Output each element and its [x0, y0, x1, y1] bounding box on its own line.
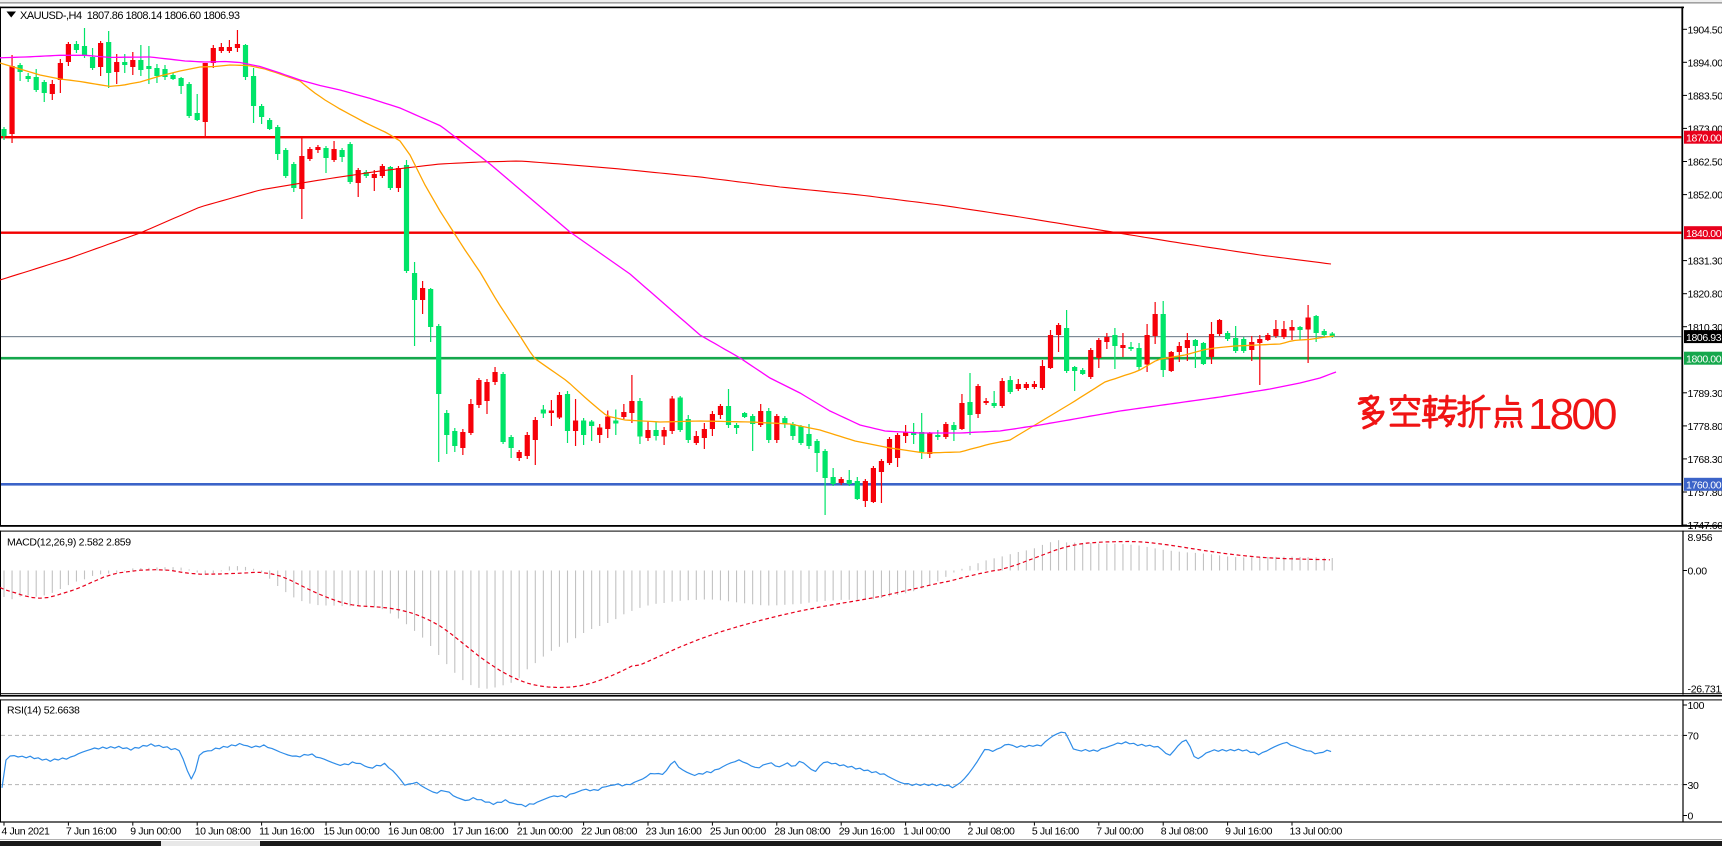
svg-text:1800.00: 1800.00: [1686, 353, 1722, 365]
svg-text:23 Jun 16:00: 23 Jun 16:00: [646, 826, 702, 838]
svg-text:22 Jun 08:00: 22 Jun 08:00: [581, 826, 637, 838]
svg-text:1747.60: 1747.60: [1688, 520, 1722, 532]
svg-text:30: 30: [1688, 780, 1700, 792]
svg-text:1840.00: 1840.00: [1686, 228, 1722, 240]
svg-text:28 Jun 08:00: 28 Jun 08:00: [774, 826, 830, 838]
svg-text:17 Jun 16:00: 17 Jun 16:00: [452, 826, 508, 838]
svg-text:1862.50: 1862.50: [1688, 157, 1722, 169]
svg-text:1760.00: 1760.00: [1686, 480, 1722, 492]
svg-text:1789.30: 1789.30: [1688, 388, 1722, 400]
svg-text:21 Jun 00:00: 21 Jun 00:00: [517, 826, 573, 838]
svg-text:9 Jun 00:00: 9 Jun 00:00: [130, 826, 181, 838]
svg-text:1778.80: 1778.80: [1688, 421, 1722, 433]
svg-text:2 Jul 08:00: 2 Jul 08:00: [968, 826, 1016, 838]
svg-text:0.00: 0.00: [1688, 566, 1708, 578]
svg-text:1768.30: 1768.30: [1688, 454, 1722, 466]
svg-text:4 Jun 2021: 4 Jun 2021: [2, 826, 51, 838]
svg-text:10 Jun 08:00: 10 Jun 08:00: [195, 826, 251, 838]
svg-text:MACD(12,26,9) 2.582 2.859: MACD(12,26,9) 2.582 2.859: [7, 537, 131, 549]
svg-text:16 Jun 08:00: 16 Jun 08:00: [388, 826, 444, 838]
svg-text:8 Jul 08:00: 8 Jul 08:00: [1161, 826, 1209, 838]
svg-text:7 Jul 00:00: 7 Jul 00:00: [1096, 826, 1144, 838]
svg-text:5 Jul 16:00: 5 Jul 16:00: [1032, 826, 1080, 838]
svg-text:1820.80: 1820.80: [1688, 289, 1722, 301]
svg-text:1852.00: 1852.00: [1688, 190, 1722, 202]
svg-text:1904.50: 1904.50: [1688, 24, 1722, 36]
svg-text:13 Jul 00:00: 13 Jul 00:00: [1290, 826, 1343, 838]
svg-text:29 Jun 16:00: 29 Jun 16:00: [839, 826, 895, 838]
svg-text:7 Jun 16:00: 7 Jun 16:00: [66, 826, 117, 838]
svg-text:100: 100: [1688, 700, 1705, 712]
svg-text:1800: 1800: [1528, 390, 1616, 439]
svg-text:-26.731: -26.731: [1688, 683, 1722, 695]
svg-text:0: 0: [1688, 811, 1694, 823]
svg-text:1870.00: 1870.00: [1686, 132, 1722, 144]
svg-text:1883.50: 1883.50: [1688, 90, 1722, 102]
svg-text:1 Jul 00:00: 1 Jul 00:00: [903, 826, 951, 838]
svg-text:25 Jun 00:00: 25 Jun 00:00: [710, 826, 766, 838]
svg-text:1831.30: 1831.30: [1688, 256, 1722, 268]
svg-text:11 Jun 16:00: 11 Jun 16:00: [259, 826, 315, 838]
svg-text:15 Jun 00:00: 15 Jun 00:00: [324, 826, 380, 838]
svg-text:XAUUSD-,H4 1807.86 1808.14 18: XAUUSD-,H4 1807.86 1808.14 1806.60 1806.…: [20, 10, 240, 22]
svg-text:RSI(14) 52.6638: RSI(14) 52.6638: [7, 705, 80, 717]
svg-text:1894.00: 1894.00: [1688, 57, 1722, 69]
svg-text:9 Jul 16:00: 9 Jul 16:00: [1225, 826, 1273, 838]
svg-text:1806.93: 1806.93: [1686, 332, 1722, 344]
svg-text:70: 70: [1688, 731, 1700, 743]
svg-text:8.956: 8.956: [1688, 532, 1713, 544]
